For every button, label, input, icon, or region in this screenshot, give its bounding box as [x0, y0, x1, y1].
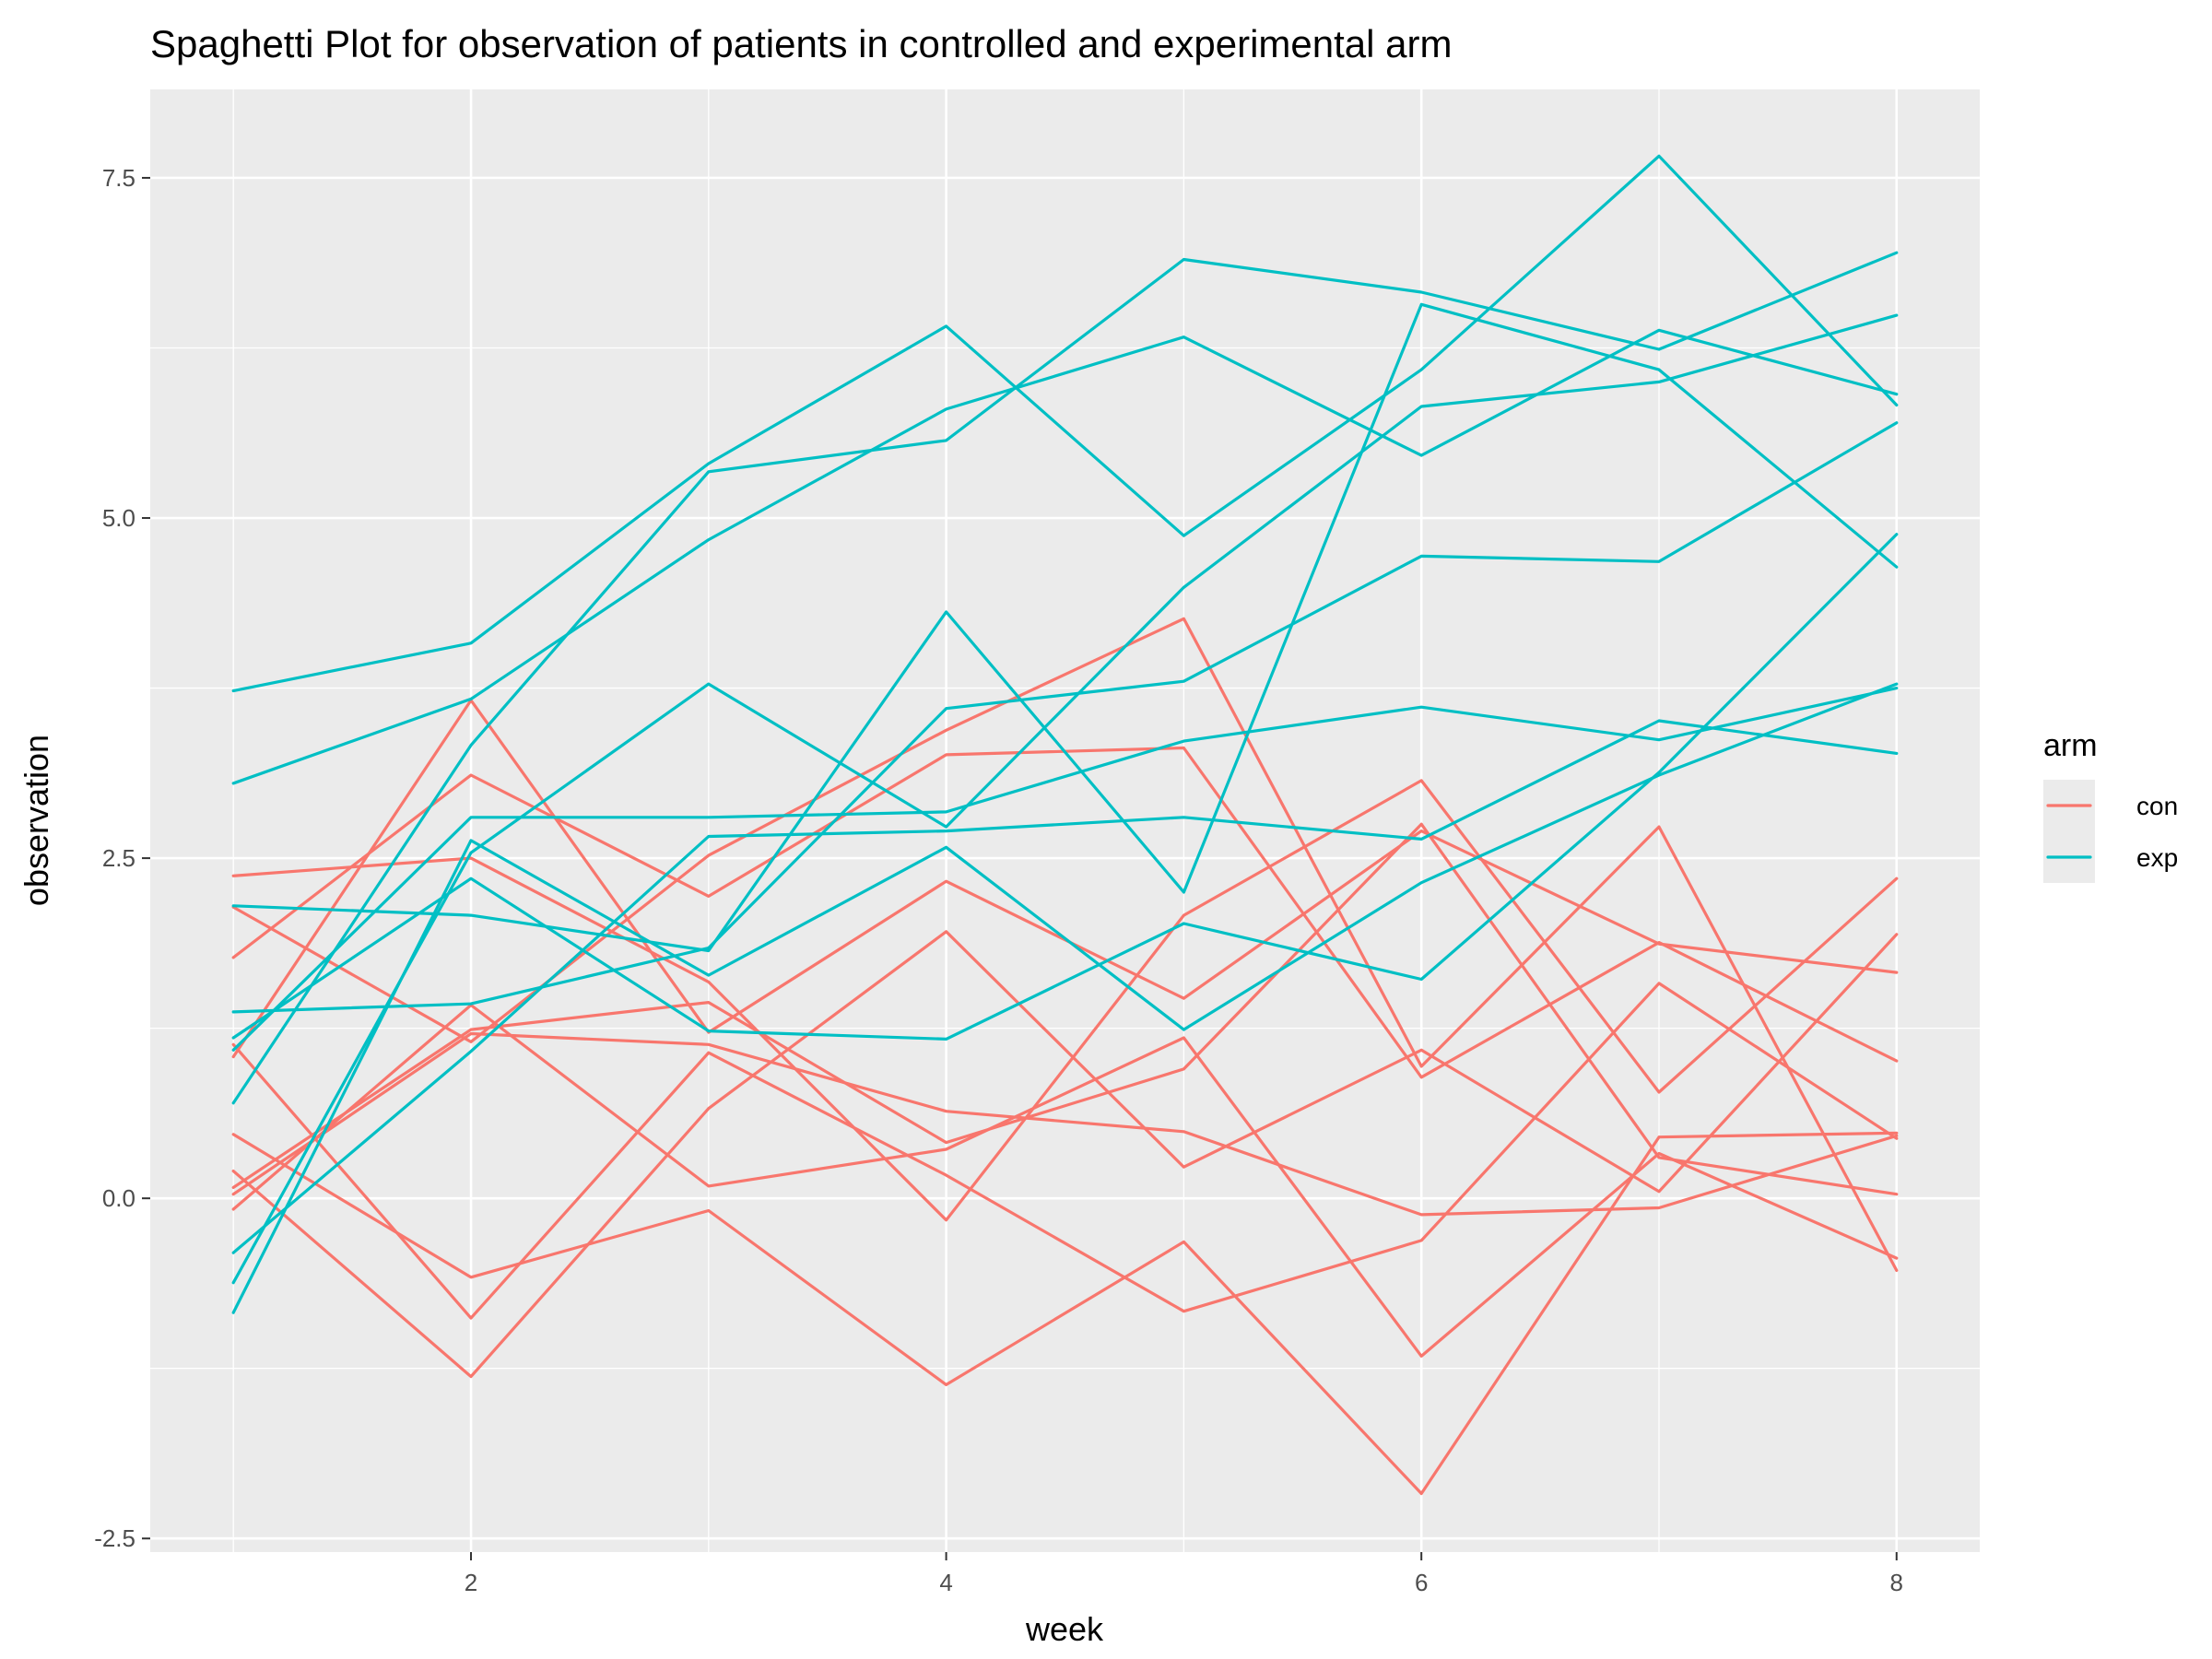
- series-line-exp: [231, 313, 1899, 1285]
- series-line-exp: [231, 328, 1899, 785]
- series-line-exp: [231, 154, 1899, 693]
- series-line-exp: [231, 719, 1899, 1254]
- x-tick-label: 4: [939, 1569, 952, 1596]
- series-line-con: [231, 617, 1899, 1273]
- series-line-exp: [231, 251, 1899, 1105]
- series-line-exp: [231, 421, 1899, 1014]
- y-tick-label: 2.5: [102, 844, 135, 872]
- axes: -2.5 0.0 2.5 5.0 7.5 2 4 6 8: [94, 164, 1903, 1596]
- series-lines: [231, 154, 1899, 1496]
- x-tick-label: 6: [1415, 1569, 1428, 1596]
- y-axis-title: observation: [18, 735, 55, 906]
- series-line-con: [231, 982, 1899, 1320]
- legend: arm con exp: [2043, 728, 2178, 883]
- series-line-con: [231, 1131, 1899, 1496]
- y-tick-label: 0.0: [102, 1184, 135, 1212]
- series-line-exp: [231, 682, 1899, 1314]
- panel-background: [150, 89, 1980, 1552]
- series-line-con: [231, 779, 1899, 1222]
- series-line-con: [231, 1003, 1899, 1359]
- series-line-con: [231, 822, 1899, 1196]
- y-tick-label: -2.5: [94, 1524, 135, 1552]
- y-tick-label: 7.5: [102, 164, 135, 192]
- y-tick-label: 5.0: [102, 504, 135, 532]
- legend-label-con: con: [2136, 792, 2178, 820]
- x-tick-label: 8: [1890, 1569, 1903, 1596]
- series-line-con: [231, 930, 1899, 1379]
- x-tick-label: 2: [465, 1569, 477, 1596]
- chart-title: Spaghetti Plot for observation of patien…: [150, 22, 1452, 65]
- x-axis-title: week: [1025, 1610, 1104, 1648]
- series-line-exp: [231, 686, 1899, 1052]
- series-line-exp: [231, 533, 1899, 1041]
- series-line-exp: [231, 302, 1899, 953]
- legend-title: arm: [2043, 728, 2098, 763]
- legend-label-exp: exp: [2136, 843, 2178, 872]
